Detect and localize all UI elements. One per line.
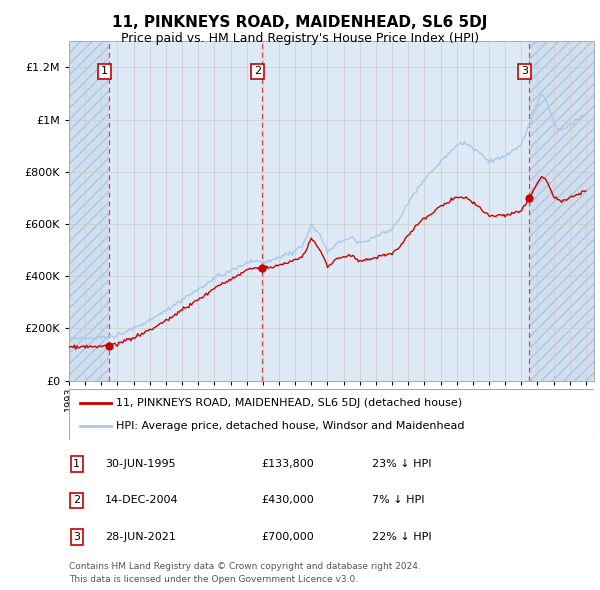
- Text: 7% ↓ HPI: 7% ↓ HPI: [372, 496, 425, 505]
- Text: 1: 1: [73, 459, 80, 468]
- Text: 1: 1: [101, 66, 108, 76]
- Bar: [109, 41, 262, 381]
- Text: 23% ↓ HPI: 23% ↓ HPI: [372, 459, 431, 468]
- Text: HPI: Average price, detached house, Windsor and Maidenhead: HPI: Average price, detached house, Wind…: [116, 421, 465, 431]
- Text: £700,000: £700,000: [261, 532, 314, 542]
- Bar: [69, 41, 109, 381]
- Text: 11, PINKNEYS ROAD, MAIDENHEAD, SL6 5DJ (detached house): 11, PINKNEYS ROAD, MAIDENHEAD, SL6 5DJ (…: [116, 398, 463, 408]
- Bar: [529, 41, 594, 381]
- Text: This data is licensed under the Open Government Licence v3.0.: This data is licensed under the Open Gov…: [69, 575, 358, 584]
- Text: 30-JUN-1995: 30-JUN-1995: [105, 459, 176, 468]
- Text: £430,000: £430,000: [261, 496, 314, 505]
- Bar: [529, 41, 594, 381]
- Text: 28-JUN-2021: 28-JUN-2021: [105, 532, 176, 542]
- Text: 14-DEC-2004: 14-DEC-2004: [105, 496, 179, 505]
- Text: £133,800: £133,800: [261, 459, 314, 468]
- Bar: [262, 41, 529, 381]
- Text: 11, PINKNEYS ROAD, MAIDENHEAD, SL6 5DJ: 11, PINKNEYS ROAD, MAIDENHEAD, SL6 5DJ: [112, 15, 488, 30]
- Text: 22% ↓ HPI: 22% ↓ HPI: [372, 532, 431, 542]
- Text: 3: 3: [521, 66, 528, 76]
- Text: 2: 2: [254, 66, 261, 76]
- Text: Price paid vs. HM Land Registry's House Price Index (HPI): Price paid vs. HM Land Registry's House …: [121, 32, 479, 45]
- Text: Contains HM Land Registry data © Crown copyright and database right 2024.: Contains HM Land Registry data © Crown c…: [69, 562, 421, 571]
- Text: 2: 2: [73, 496, 80, 505]
- Bar: [69, 41, 109, 381]
- Text: 3: 3: [73, 532, 80, 542]
